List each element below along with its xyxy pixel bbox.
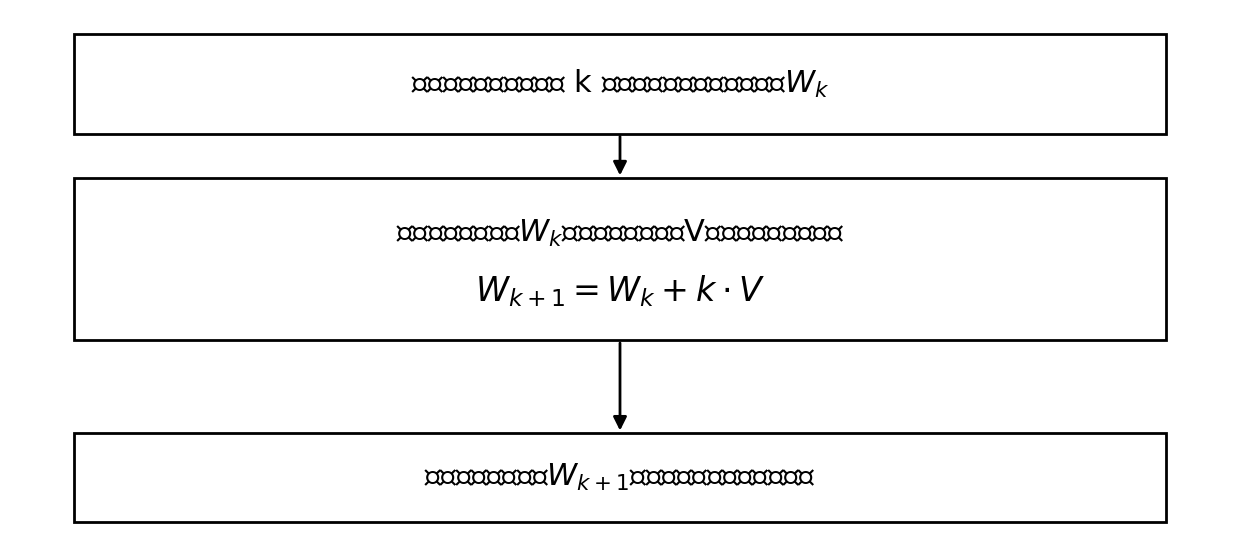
Bar xyxy=(74,33,1166,134)
Text: 将溃源数据字段值$W_k$与节点的正交标识V进行向量叠加运算：: 将溃源数据字段值$W_k$与节点的正交标识V进行向量叠加运算： xyxy=(396,218,844,249)
Text: $W_{k+1} = W_k + k \cdot V$: $W_{k+1} = W_k + k \cdot V$ xyxy=(475,274,765,309)
Text: 读取数据包的当前跳数 k 和数据包的溃源数据字段值$W_k$: 读取数据包的当前跳数 k 和数据包的溃源数据字段值$W_k$ xyxy=(410,68,830,100)
Bar xyxy=(74,433,1166,523)
Text: 将叠加运算的结果$W_{k+1}$写入数据包的溃源数据字段: 将叠加运算的结果$W_{k+1}$写入数据包的溃源数据字段 xyxy=(424,462,816,494)
Bar xyxy=(74,178,1166,340)
